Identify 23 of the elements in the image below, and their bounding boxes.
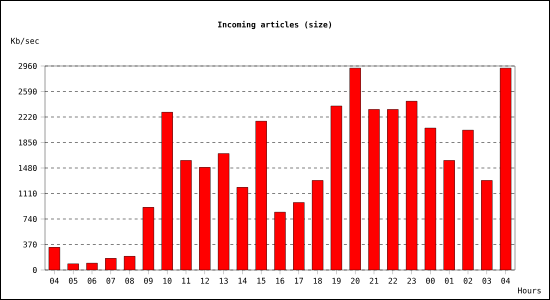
bar [350,68,361,270]
bar [500,68,512,270]
bar [236,187,248,270]
bar [406,100,418,270]
bar [142,207,154,270]
bar [293,202,304,270]
bar [312,180,324,270]
bar [462,130,474,270]
bar [330,106,342,270]
bar [162,112,173,270]
bar [105,258,116,270]
bar [48,247,60,270]
bar [124,256,136,270]
bar [199,167,210,270]
bar [481,180,493,270]
bar [368,109,380,270]
bar [424,128,436,270]
bar [256,120,267,270]
bar [387,109,398,270]
bar [218,153,230,270]
bar [444,160,455,270]
bar [274,212,286,270]
bar [180,160,192,270]
